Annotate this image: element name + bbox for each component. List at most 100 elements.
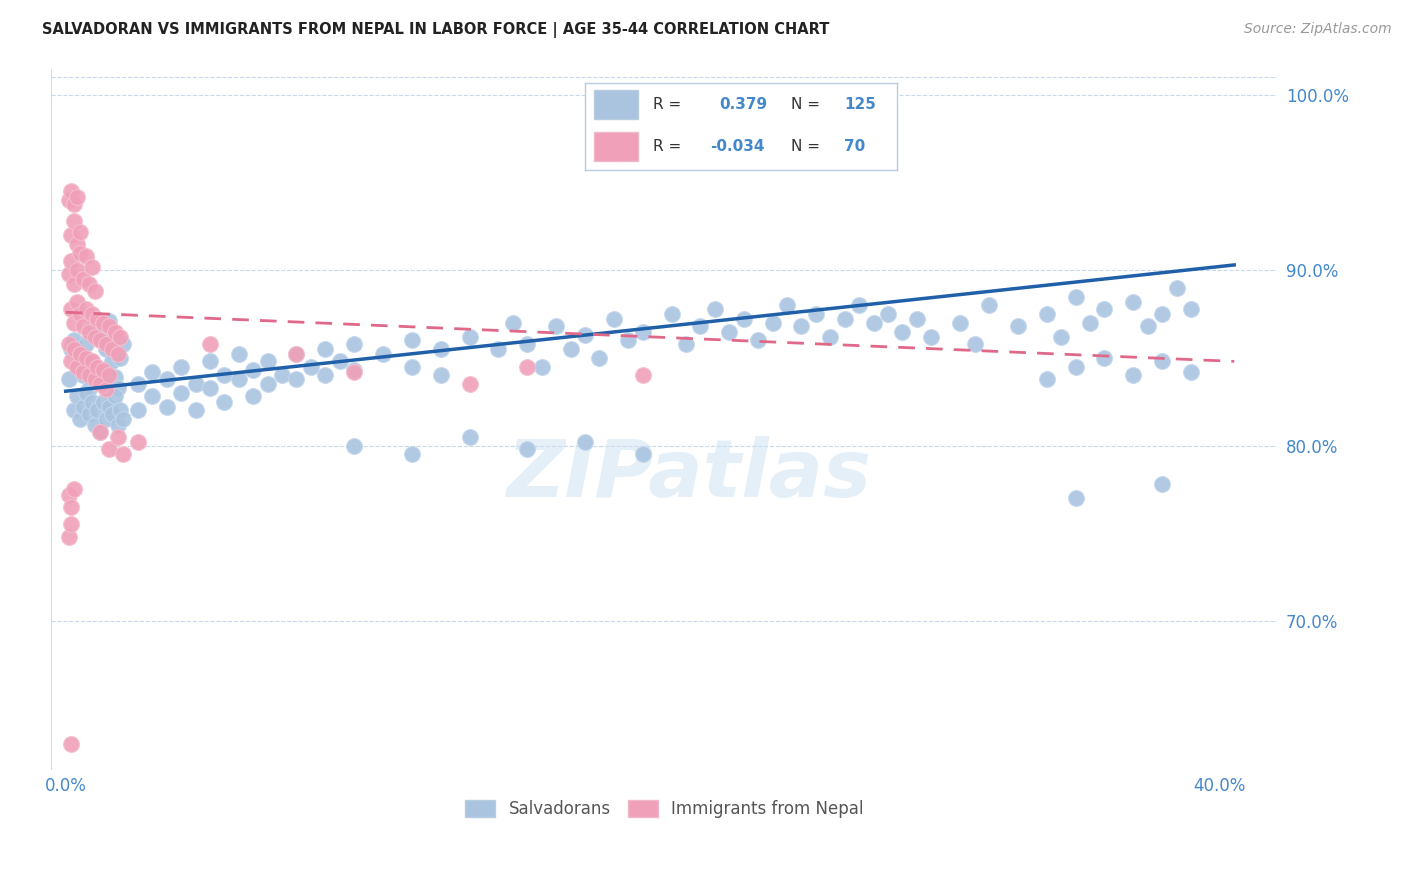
Point	[631, 447, 654, 461]
Point	[89, 425, 111, 439]
Point	[184, 377, 207, 392]
Point	[104, 325, 127, 339]
Point	[112, 447, 135, 461]
Point	[97, 400, 120, 414]
Point	[502, 316, 524, 330]
Point	[877, 307, 900, 321]
Point	[1092, 351, 1115, 365]
Point	[718, 325, 741, 339]
Point	[66, 189, 89, 203]
Point	[72, 272, 94, 286]
Point	[1007, 319, 1029, 334]
Point	[60, 500, 83, 514]
Point	[107, 347, 129, 361]
Point	[60, 354, 83, 368]
Point	[1136, 319, 1159, 334]
Point	[89, 334, 111, 348]
Point	[66, 389, 89, 403]
Legend: Salvadorans, Immigrants from Nepal: Salvadorans, Immigrants from Nepal	[458, 793, 870, 825]
Point	[516, 359, 538, 374]
Point	[905, 312, 928, 326]
Point	[1035, 307, 1057, 321]
Point	[94, 383, 117, 397]
Point	[107, 417, 129, 432]
Point	[862, 316, 884, 330]
Point	[314, 368, 336, 383]
Point	[89, 376, 111, 390]
Point	[198, 354, 221, 368]
Point	[110, 403, 132, 417]
Point	[69, 347, 91, 361]
Point	[891, 325, 914, 339]
Point	[1166, 281, 1188, 295]
Point	[1064, 359, 1087, 374]
Point	[112, 412, 135, 426]
Point	[804, 307, 827, 321]
Point	[58, 267, 80, 281]
Point	[63, 483, 86, 497]
Point	[72, 319, 94, 334]
Point	[761, 316, 783, 330]
Point	[198, 381, 221, 395]
Point	[72, 400, 94, 414]
Point	[110, 330, 132, 344]
Point	[80, 354, 103, 368]
Point	[920, 330, 942, 344]
Point	[170, 386, 193, 401]
Point	[299, 359, 322, 374]
Point	[1122, 368, 1144, 383]
Point	[285, 347, 308, 361]
Text: Source: ZipAtlas.com: Source: ZipAtlas.com	[1244, 22, 1392, 37]
Point	[83, 417, 105, 432]
Point	[83, 330, 105, 344]
Point	[69, 307, 91, 321]
Point	[58, 372, 80, 386]
Point	[574, 328, 596, 343]
Point	[458, 330, 481, 344]
Point	[69, 225, 91, 239]
Point	[107, 381, 129, 395]
Point	[60, 184, 83, 198]
Point	[429, 342, 451, 356]
Point	[91, 394, 114, 409]
Point	[101, 342, 124, 356]
Point	[776, 298, 799, 312]
Point	[101, 407, 124, 421]
Point	[1035, 372, 1057, 386]
Point	[63, 342, 86, 356]
Point	[101, 354, 124, 368]
Point	[75, 351, 97, 365]
Point	[69, 412, 91, 426]
Point	[58, 336, 80, 351]
Point	[963, 336, 986, 351]
Point	[1064, 491, 1087, 505]
Point	[1122, 294, 1144, 309]
Point	[60, 254, 83, 268]
Text: ZIPatlas: ZIPatlas	[506, 436, 872, 515]
Point	[69, 347, 91, 361]
Point	[97, 442, 120, 456]
Point	[285, 372, 308, 386]
Point	[91, 330, 114, 344]
Point	[75, 386, 97, 401]
Point	[631, 325, 654, 339]
Point	[848, 298, 870, 312]
Point	[107, 430, 129, 444]
Point	[156, 372, 179, 386]
Point	[80, 354, 103, 368]
Point	[80, 394, 103, 409]
Text: SALVADORAN VS IMMIGRANTS FROM NEPAL IN LABOR FORCE | AGE 35-44 CORRELATION CHART: SALVADORAN VS IMMIGRANTS FROM NEPAL IN L…	[42, 22, 830, 38]
Point	[104, 389, 127, 403]
Point	[603, 312, 626, 326]
Point	[80, 260, 103, 274]
Point	[63, 277, 86, 292]
Point	[75, 249, 97, 263]
Point	[80, 307, 103, 321]
Point	[401, 447, 423, 461]
Point	[156, 400, 179, 414]
Point	[343, 439, 366, 453]
Point	[401, 359, 423, 374]
Point	[458, 430, 481, 444]
Point	[72, 365, 94, 379]
Point	[91, 363, 114, 377]
